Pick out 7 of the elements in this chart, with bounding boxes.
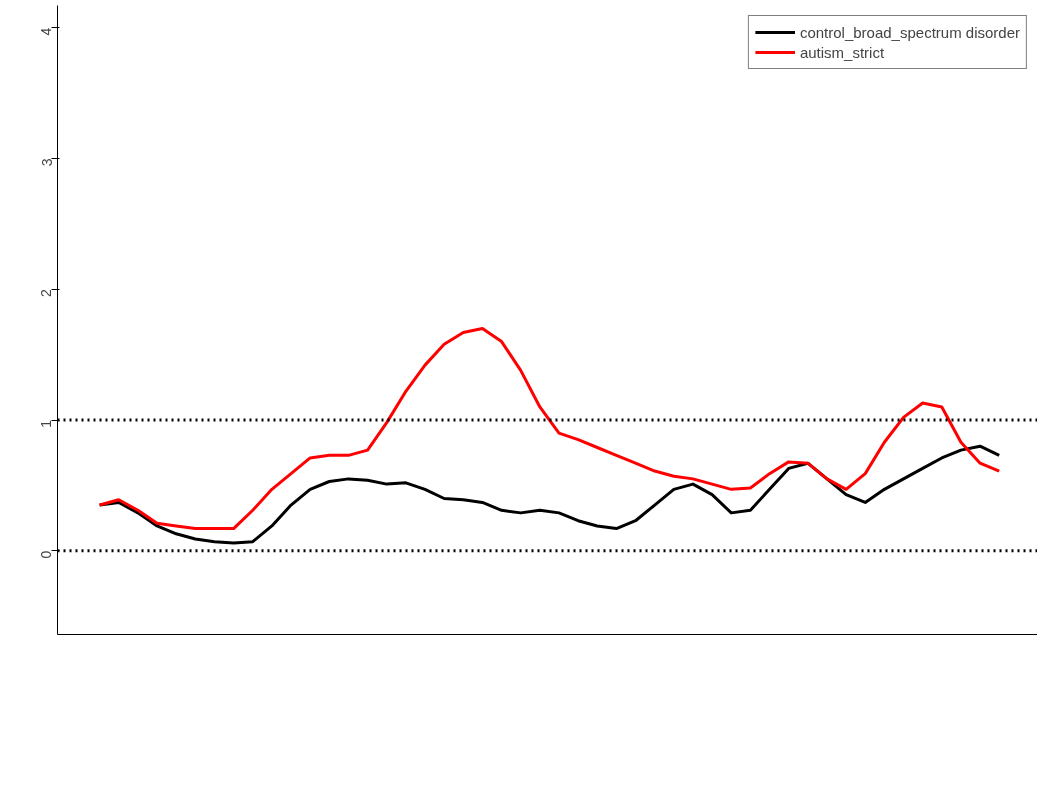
- legend-label: autism_strict: [799, 43, 885, 61]
- y-tick-label: 1: [38, 419, 55, 428]
- y-tick-label: 4: [38, 27, 55, 36]
- legend-label: control_broad_spectrum disorder: [799, 23, 1020, 41]
- y-tick-label: 3: [38, 158, 55, 167]
- y-tick-label: 2: [38, 289, 55, 298]
- y-tick-label: 0: [38, 550, 55, 559]
